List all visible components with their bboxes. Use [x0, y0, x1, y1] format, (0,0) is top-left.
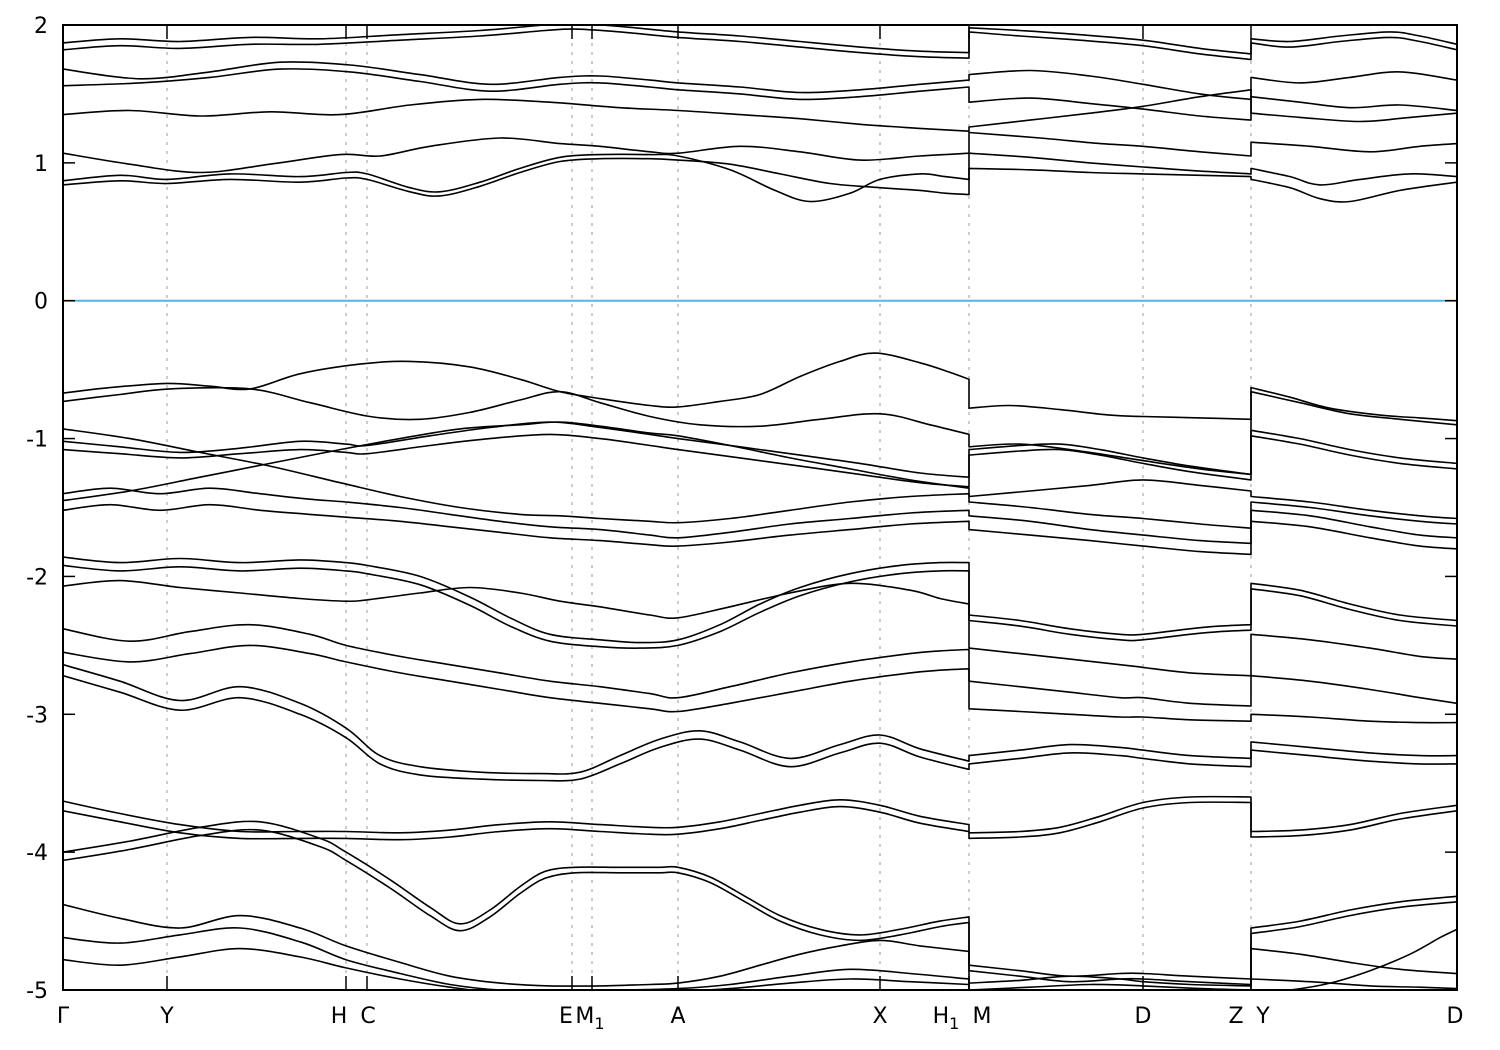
band-curve: [63, 663, 1457, 775]
band-curve: [63, 487, 1457, 545]
band-curve: [63, 433, 1457, 488]
band-curve: [63, 131, 1457, 174]
band-curve: [63, 352, 1457, 422]
y-axis-tick-label: 1: [34, 152, 48, 177]
band-curve: [63, 68, 1457, 121]
band-curve: [63, 579, 1457, 677]
x-axis-symmetry-point-label: H1: [933, 1004, 960, 1033]
y-axis-tick-label: -2: [26, 565, 48, 590]
vertical-gridlines: [166, 25, 1252, 990]
x-axis-symmetry-point-label: Y: [1255, 1004, 1270, 1029]
band-curve: [63, 644, 1457, 724]
plot-frame: [62, 24, 1458, 991]
band-curve: [63, 503, 1457, 556]
x-axis-symmetry-point-label: Z: [1228, 1004, 1243, 1029]
band-curve: [63, 564, 1457, 649]
x-axis-symmetry-point-label: Y: [159, 1004, 174, 1029]
band-curve: [63, 928, 1457, 990]
y-axis: 2 1 0 -1 -2 -3 -4 -5: [26, 14, 1457, 1004]
x-axis-symmetry-point-label: A: [670, 1004, 685, 1029]
energy-bands: [63, 25, 1457, 990]
band-curve: [63, 795, 1457, 834]
band-curve: [63, 623, 1457, 707]
x-axis-symmetry-point-label: E: [559, 1004, 573, 1029]
band-curve: [63, 556, 1457, 644]
x-axis-symmetry-point-label: X: [872, 1004, 887, 1029]
band-curve: [63, 903, 1457, 987]
band-curve: [63, 25, 1457, 55]
band-curve: [63, 61, 1457, 101]
band-curve: [63, 421, 1457, 478]
y-axis-tick-label: 2: [34, 14, 48, 39]
y-axis-tick-label: -3: [26, 703, 48, 728]
band-curve: [63, 801, 1457, 841]
x-axis-symmetry-point-label: D: [1447, 1004, 1464, 1029]
band-curve: [63, 28, 1457, 61]
band-curve: [63, 828, 1457, 986]
band-curve: [63, 820, 1457, 980]
y-axis-tick-label: -5: [26, 979, 48, 1004]
band-curve: [63, 421, 1457, 520]
x-axis-symmetry-point-label: Γ: [57, 1004, 70, 1029]
x-axis: Γ Y H C E M1 A X H1 M D Z Y D: [57, 25, 1464, 1033]
y-axis-tick-label: 0: [34, 290, 48, 315]
band-curve: [63, 89, 1457, 132]
x-axis-symmetry-point-label: C: [360, 1004, 375, 1029]
x-axis-symmetry-point-label: M: [973, 1004, 992, 1029]
x-axis-symmetry-point-label: H: [331, 1004, 348, 1029]
band-curve: [63, 927, 1457, 990]
band-curve: [63, 428, 1457, 529]
y-axis-tick-label: -1: [26, 428, 48, 453]
y-axis-tick-label: -4: [26, 841, 48, 866]
x-axis-symmetry-point-label: D: [1135, 1004, 1152, 1029]
band-curve: [63, 674, 1457, 782]
x-axis-symmetry-point-label: M1: [575, 1004, 604, 1033]
band-curve: [63, 157, 1457, 203]
band-curve: [63, 152, 1457, 203]
